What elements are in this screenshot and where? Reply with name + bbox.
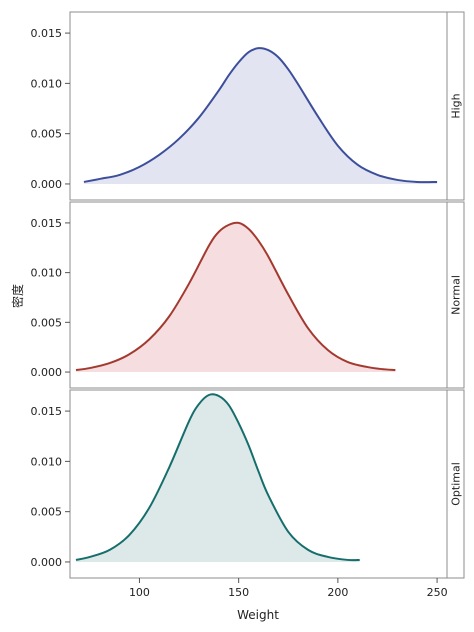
panel-strip-label-high: High (450, 93, 463, 118)
y-tick-label-high: 0.005 (31, 128, 63, 141)
density-line-normal (75, 221, 396, 372)
panel-frame-high (69, 11, 465, 201)
x-tick-label: 150 (228, 586, 249, 599)
y-tick-label-normal: 0.005 (31, 316, 63, 329)
panel-frame-optimal (69, 389, 465, 579)
density-line-high (83, 47, 438, 184)
panel-strip-label-optimal: Optimal (450, 462, 463, 506)
density-area-normal (75, 222, 396, 373)
y-tick-label-normal: 0.010 (31, 267, 63, 280)
x-axis-label: Weight (237, 608, 279, 622)
panel-strip-label-normal: Normal (450, 275, 463, 315)
density-area-high (83, 48, 438, 184)
y-tick-label-optimal: 0.005 (31, 506, 63, 519)
density-area-optimal (75, 394, 360, 562)
x-tick-label: 250 (427, 586, 448, 599)
y-tick-label-optimal: 0.010 (31, 455, 63, 468)
y-tick-label-high: 0.015 (31, 27, 63, 40)
y-tick-label-normal: 0.015 (31, 217, 63, 230)
panel-frame-normal (69, 201, 465, 389)
y-tick-label-high: 0.000 (31, 178, 63, 191)
density-line-optimal (75, 393, 360, 562)
y-axis-label: 密度 (10, 284, 25, 308)
y-tick-label-normal: 0.000 (31, 366, 63, 379)
y-tick-label-optimal: 0.000 (31, 556, 63, 569)
y-tick-label-high: 0.010 (31, 77, 63, 90)
x-tick-label: 200 (327, 586, 348, 599)
y-tick-label-optimal: 0.015 (31, 405, 63, 418)
x-tick-label: 100 (129, 586, 150, 599)
